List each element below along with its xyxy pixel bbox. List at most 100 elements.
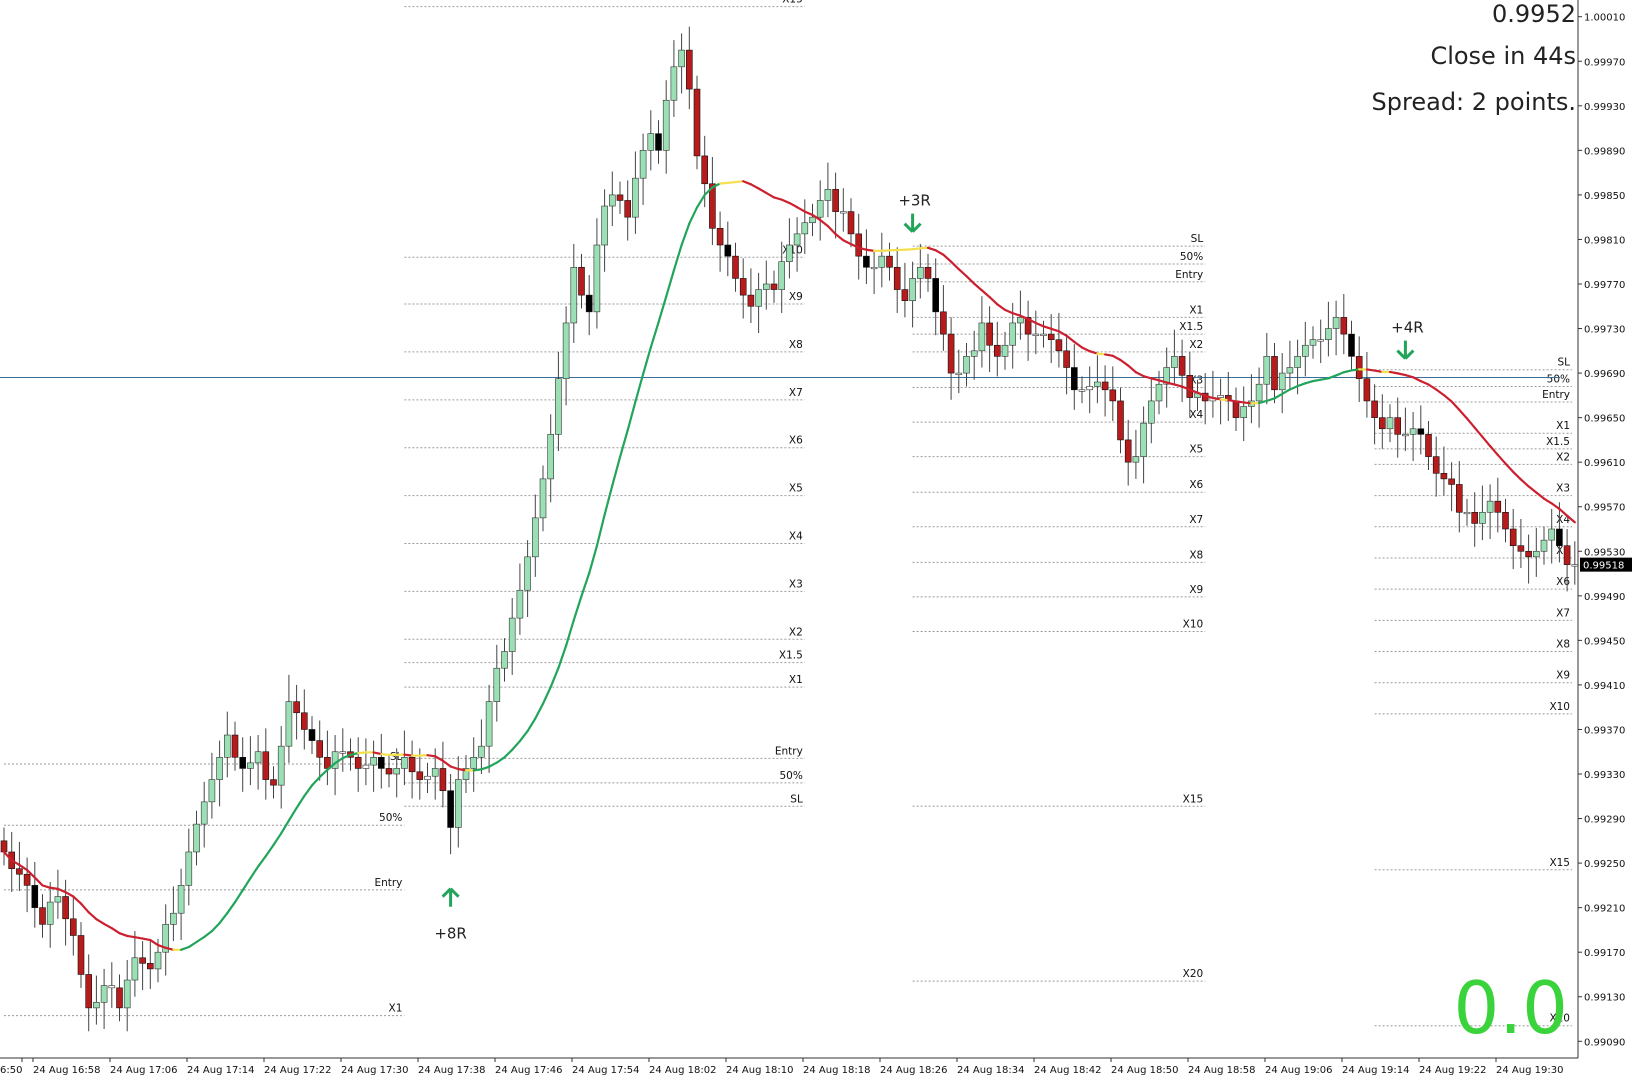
ma-segment (457, 767, 468, 772)
ma-segment (1103, 353, 1114, 357)
ma-segment (334, 757, 344, 765)
candle-body (424, 775, 431, 780)
candle-body (439, 768, 447, 792)
candle-body (1417, 428, 1425, 435)
candle-body (247, 762, 254, 769)
candle-body (501, 651, 508, 669)
ma-segment (441, 759, 452, 768)
price-tick-label: 0.99570 (1584, 503, 1625, 514)
ma-segment (711, 182, 722, 189)
candle-body (277, 745, 285, 786)
candle-body (1055, 339, 1063, 352)
candle-body (855, 233, 863, 257)
ma-segment (1311, 378, 1322, 383)
candle-body (616, 194, 624, 201)
candle-body (1517, 545, 1525, 552)
price-tick-label: 0.99210 (1584, 904, 1625, 915)
ma-segment (49, 886, 60, 890)
ma-segment (95, 918, 106, 926)
price-tick-label: 0.99810 (1584, 235, 1625, 246)
ma-segment (449, 765, 460, 771)
ma-segment (611, 456, 622, 487)
candle-body (1456, 484, 1463, 513)
candle-body (940, 311, 947, 335)
candle-body (1148, 400, 1155, 424)
candle-body (370, 757, 377, 766)
candle-body (924, 266, 932, 279)
ma-segment (865, 248, 876, 252)
ma-segment (180, 945, 190, 951)
candle-body (1094, 381, 1101, 387)
candle-body (200, 801, 208, 825)
ma-segment (857, 246, 868, 251)
level-label: X10 (1183, 618, 1204, 630)
candle-body (824, 189, 832, 201)
current-price-tag (1580, 557, 1632, 572)
ma-segment (1119, 358, 1130, 367)
level-label: X8 (1556, 639, 1570, 651)
candles (0, 26, 1579, 1032)
ma-segment (133, 936, 144, 940)
candle-body (293, 701, 300, 714)
ma-segment (1011, 312, 1022, 317)
candle-body (585, 294, 593, 313)
ma-segment (26, 868, 36, 879)
candle-body (809, 216, 816, 224)
ma-segment (849, 243, 860, 249)
level-label: Entry (775, 745, 803, 757)
ma-segment (903, 248, 914, 251)
time-axis[interactable]: 6:50 24 Aug 16:58 24 Aug 17:06 24 Aug 17:14… (0, 1057, 1578, 1076)
candle-body (732, 255, 739, 279)
candle-body (131, 957, 139, 981)
ma-segment (280, 819, 290, 835)
ma-segment (988, 295, 999, 306)
candle-body (39, 907, 46, 925)
ma-segment (41, 884, 52, 889)
level-label: X7 (789, 387, 803, 399)
candle-body (393, 768, 401, 775)
ma-segment (726, 180, 737, 185)
ma-segment (580, 572, 591, 598)
ma-segment (511, 739, 522, 751)
time-tick-label: 6:50 (0, 1065, 22, 1076)
ma-segment (1204, 394, 1215, 400)
ma-segment (834, 233, 845, 242)
ma-segment (1427, 383, 1438, 391)
candle-body (1132, 456, 1140, 463)
ma-segment (287, 806, 298, 822)
ma-segment (734, 180, 745, 184)
ma-segment (257, 855, 267, 868)
level-label: X20 (1549, 1013, 1570, 1025)
level-label: X2 (1556, 451, 1570, 463)
ma-segment (1527, 485, 1538, 494)
level-label: SL (1191, 233, 1204, 245)
ma-segment (1057, 330, 1068, 337)
level-label: X4 (1189, 409, 1203, 421)
price-tick-label: 0.99250 (1584, 859, 1625, 870)
ma-segment (164, 946, 175, 951)
candle-body (1348, 333, 1355, 357)
ma-segment (187, 940, 198, 949)
ma-segment (426, 754, 437, 758)
level-label: X5 (789, 483, 803, 495)
ma-segment (842, 239, 853, 246)
candle-body (1032, 333, 1040, 336)
price-tick-label: 0.99370 (1584, 725, 1625, 736)
level-label: 50% (1547, 373, 1570, 385)
ma-segment (1042, 325, 1053, 330)
ma-segment (141, 937, 152, 942)
candle-body (1540, 539, 1548, 552)
spread-readout: Spread: 2 points. (1371, 88, 1576, 116)
ma-segment (742, 180, 753, 186)
candle-body (762, 283, 770, 290)
ma-segment (934, 249, 945, 256)
price-axis[interactable]: 1.00010 0.99970 0.99930 0.99890 0.99850 0.998… (1577, 0, 1632, 1058)
ma-segment (1273, 392, 1284, 400)
time-tick-label: 24 Aug 17:30 (341, 1065, 408, 1076)
ma-segment (1242, 401, 1253, 405)
level-label: X15 (782, 0, 803, 6)
ma-segment (1550, 502, 1561, 511)
time-tick-label: 24 Aug 18:50 (1111, 1065, 1178, 1076)
candle-body (1155, 383, 1163, 402)
